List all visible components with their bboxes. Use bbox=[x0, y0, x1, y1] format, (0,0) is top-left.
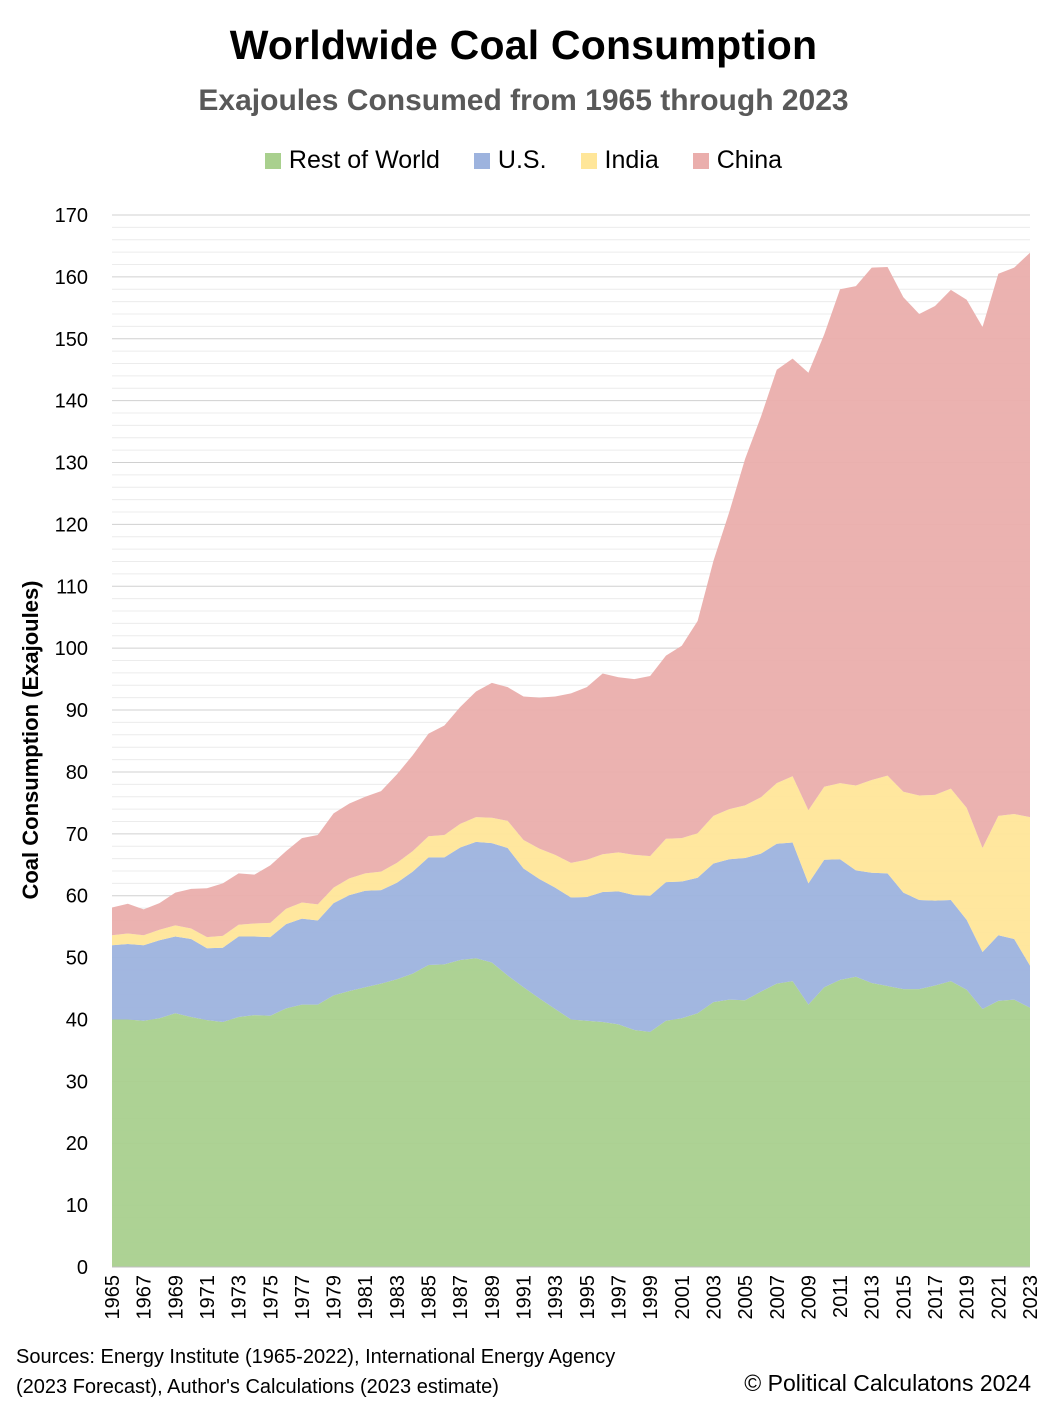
legend-item: Rest of World bbox=[264, 146, 440, 175]
y-tick-label: 60 bbox=[66, 886, 88, 908]
y-tick-label: 120 bbox=[55, 514, 88, 536]
x-tick-label: 1987 bbox=[450, 1275, 472, 1320]
chart-subtitle: Exajoules Consumed from 1965 through 202… bbox=[198, 84, 849, 117]
sources-note: Sources: Energy Institute (1965-2022), I… bbox=[16, 1346, 616, 1398]
x-tick-label: 2013 bbox=[862, 1275, 884, 1320]
x-tick-label: 1965 bbox=[102, 1275, 124, 1320]
x-tick-label: 2009 bbox=[798, 1275, 820, 1320]
y-tick-labels: 0 10 20 30 40 50 60 70 80 90 100 110 120 130 140 150 160… bbox=[55, 205, 88, 1279]
x-tick-label: 2019 bbox=[957, 1275, 979, 1320]
y-tick-label: 20 bbox=[66, 1133, 88, 1155]
x-tick-label: 2021 bbox=[988, 1275, 1010, 1320]
x-tick-label: 1981 bbox=[355, 1275, 377, 1320]
x-tick-label: 1967 bbox=[134, 1275, 156, 1320]
y-tick-label: 100 bbox=[55, 638, 88, 660]
y-tick-label: 10 bbox=[66, 1195, 88, 1217]
x-tick-labels: 1965 1967 1969 1971 1973 1975 1977 1979 1981 1983… bbox=[102, 1275, 1042, 1320]
area-series-u-s bbox=[112, 841, 1030, 1032]
x-tick-label: 2001 bbox=[672, 1275, 694, 1320]
legend-item: U.S. bbox=[473, 146, 547, 175]
x-tick-label: 1983 bbox=[387, 1275, 409, 1320]
x-tick-label: 1969 bbox=[165, 1275, 187, 1320]
legend-swatch bbox=[264, 152, 281, 169]
x-tick-label: 1991 bbox=[514, 1275, 536, 1320]
legend-swatch bbox=[473, 152, 490, 169]
legend-item: India bbox=[580, 146, 659, 175]
x-tick-label: 1999 bbox=[640, 1275, 662, 1320]
y-tick-label: 140 bbox=[55, 391, 88, 413]
x-tick-label: 1977 bbox=[292, 1275, 314, 1320]
x-tick-label: 1975 bbox=[260, 1275, 282, 1320]
y-tick-label: 50 bbox=[66, 948, 88, 970]
legend-swatch bbox=[580, 152, 597, 169]
legend-label: U.S. bbox=[497, 146, 547, 174]
y-axis-label: Coal Consumption (Exajoules) bbox=[18, 580, 43, 899]
y-tick-label: 110 bbox=[56, 576, 88, 598]
legend-item: China bbox=[692, 146, 783, 175]
legend-label: India bbox=[604, 146, 659, 174]
x-tick-label: 1993 bbox=[545, 1275, 567, 1320]
area-series-china bbox=[112, 252, 1030, 938]
y-tick-label: 130 bbox=[55, 453, 88, 475]
chart-title: Worldwide Coal Consumption bbox=[229, 22, 818, 68]
x-tick-label: 1989 bbox=[482, 1275, 504, 1320]
legend-swatch bbox=[692, 152, 709, 169]
legend: Rest of World U.S. India China bbox=[0, 146, 1047, 175]
x-tick-label: 2007 bbox=[767, 1275, 789, 1320]
y-tick-label: 160 bbox=[55, 267, 88, 289]
y-tick-label: 80 bbox=[66, 762, 88, 784]
legend-label: Rest of World bbox=[288, 146, 440, 174]
x-tick-label: 2011 bbox=[830, 1275, 852, 1318]
y-tick-label: 150 bbox=[55, 329, 88, 351]
y-tick-label: 170 bbox=[55, 205, 88, 227]
stacked-areas bbox=[112, 252, 1030, 1267]
copyright-note: © Political Calculatons 2024 bbox=[744, 1370, 1031, 1396]
area-series-india bbox=[112, 775, 1030, 966]
x-tick-label: 1979 bbox=[324, 1275, 346, 1320]
y-tick-label: 30 bbox=[66, 1071, 88, 1093]
area-series-rest-of-world bbox=[112, 958, 1030, 1267]
y-tick-label: 40 bbox=[66, 1009, 88, 1031]
x-tick-label: 2003 bbox=[703, 1275, 725, 1320]
x-tick-label: 2015 bbox=[893, 1275, 915, 1320]
x-tick-label: 1971 bbox=[197, 1275, 219, 1320]
x-tick-label: 1985 bbox=[419, 1275, 441, 1320]
x-tick-label: 2023 bbox=[1020, 1275, 1042, 1320]
y-tick-label: 0 bbox=[77, 1257, 88, 1279]
chart-svg: 0 10 20 30 40 50 60 70 80 90 100 110 120 130 140 150 160… bbox=[18, 205, 1042, 1320]
y-tick-label: 90 bbox=[66, 700, 88, 722]
y-tick-label: 70 bbox=[66, 824, 88, 846]
x-tick-label: 1995 bbox=[577, 1275, 599, 1320]
x-tick-label: 2005 bbox=[735, 1275, 757, 1320]
x-tick-label: 2017 bbox=[925, 1275, 947, 1320]
x-tick-label: 1997 bbox=[608, 1275, 630, 1320]
legend-label: China bbox=[716, 146, 783, 174]
x-tick-label: 1973 bbox=[229, 1275, 251, 1320]
